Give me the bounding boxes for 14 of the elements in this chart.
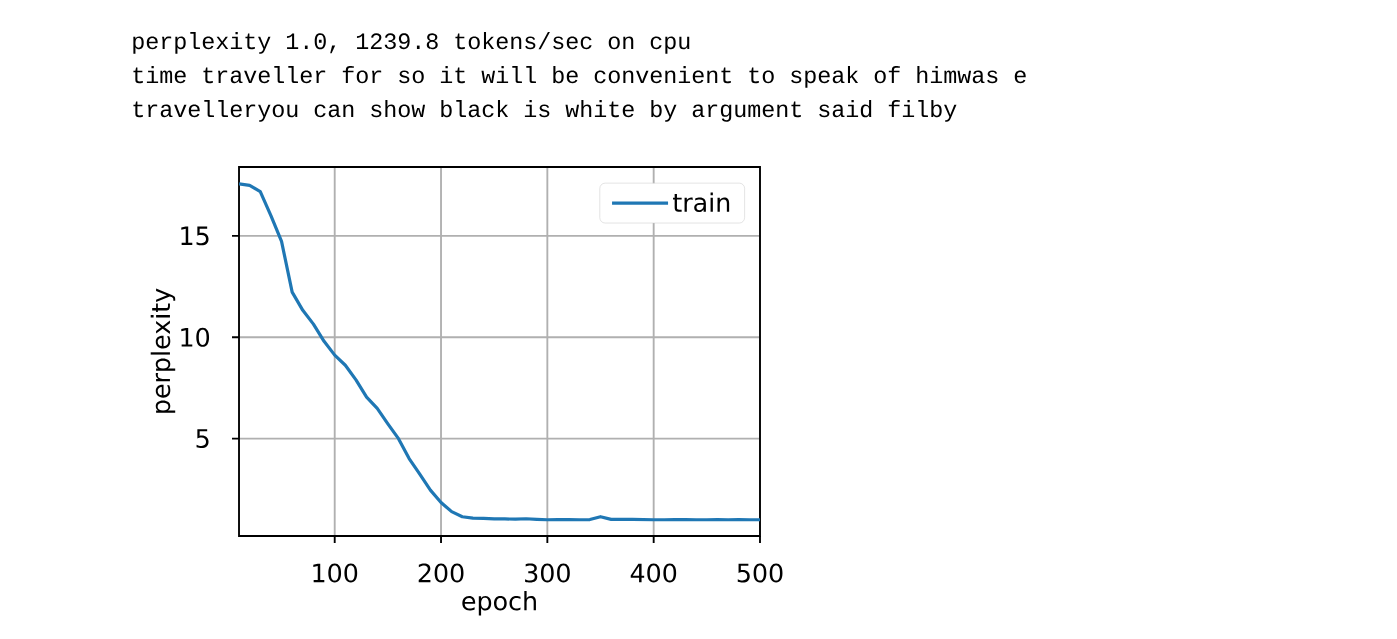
y-tick-label: 10 — [181, 327, 210, 347]
legend-label: train — [673, 192, 730, 213]
text: perplexity 1.0, 1239.8 tokens/sec on cpu — [133, 32, 690, 54]
x-tick-label: 100 — [313, 563, 358, 583]
x-tick-label: 400 — [630, 563, 677, 583]
y-tick-label: 5 — [196, 429, 209, 449]
x-tick-label: 500 — [737, 563, 783, 583]
x-axis-title: epoch — [462, 590, 536, 616]
y-axis-title: perplexity — [150, 288, 176, 413]
y-tick-label: 15 — [181, 226, 209, 246]
x-tick-label: 300 — [525, 563, 570, 583]
text: travelleryou can show black is white by argument said filby — [133, 100, 957, 122]
text: time traveller for so it will be convenient to speak of himwas e — [133, 66, 1026, 88]
x-tick-label: 200 — [418, 563, 464, 583]
